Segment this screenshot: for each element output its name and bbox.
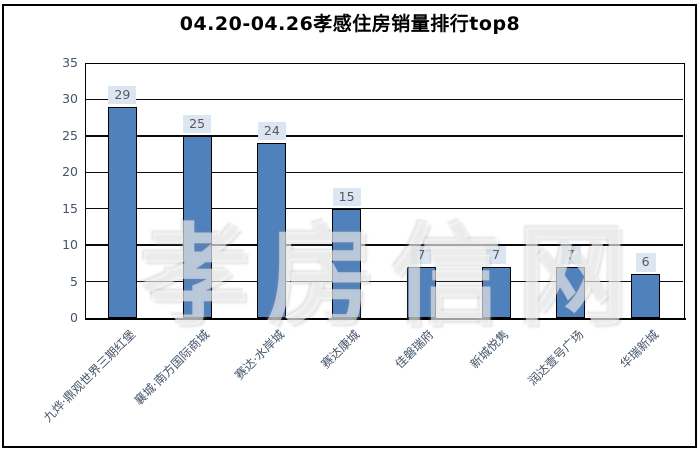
bar-value-label: 7 [486,246,507,265]
bar-value-label: 29 [108,85,137,104]
gridline [85,244,683,246]
y-axis-label: 30 [62,91,78,107]
bar-value-label: 7 [560,246,581,265]
bar [406,267,436,318]
y-axis-label: 35 [62,55,78,70]
chart-title: 04.20-04.26孝感住房销量排行top8 [179,13,521,35]
gridline [85,280,683,283]
bar [631,274,661,318]
gridline [85,98,683,101]
bar [556,267,586,318]
gridline [85,171,683,174]
bar-value-label: 24 [257,122,286,141]
bar [481,267,511,318]
bar-value-label: 6 [635,253,656,272]
gridline [85,207,683,210]
y-axis-label: 15 [62,200,78,216]
y-axis-label: 5 [70,273,78,289]
y-axis-label: 25 [62,127,78,143]
y-axis-label: 10 [62,237,78,253]
y-axis-label: 20 [62,164,78,180]
bar-value-label: 25 [183,114,212,134]
bar [332,208,362,318]
bar [182,135,212,318]
gridline [85,135,683,137]
chart-outer-border [2,4,697,448]
x-axis-line [85,318,686,320]
bar-value-label: 15 [332,187,361,206]
y-axis-label: 0 [70,310,78,325]
bar [107,106,137,318]
bar [257,143,287,318]
bar-value-label: 7 [411,246,432,265]
